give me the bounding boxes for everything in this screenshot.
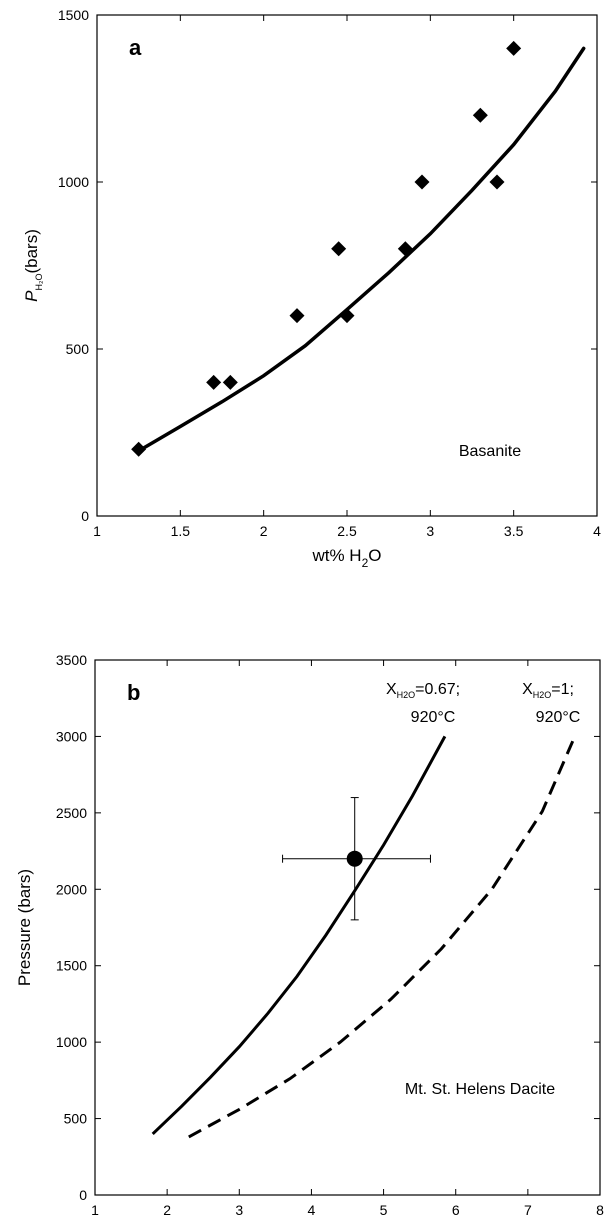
y-axis-label-sub: H₂O <box>34 274 44 291</box>
x-tick-label: 7 <box>524 1202 532 1218</box>
y-axis-label-tail: (bars) <box>22 229 41 273</box>
y-tick-label: 3000 <box>56 728 87 744</box>
data-point <box>414 174 430 190</box>
y-tick-label: 1000 <box>58 174 89 190</box>
data-point <box>472 107 488 123</box>
y-tick-label: 3500 <box>56 652 87 668</box>
plot-frame <box>96 14 598 517</box>
data-point <box>489 174 505 190</box>
x-axis-label: wt% H2O <box>311 546 381 570</box>
y-tick-label: 0 <box>79 1187 87 1203</box>
sample-label: Basanite <box>459 443 521 460</box>
x-tick-label: 3 <box>235 1202 243 1218</box>
x-axis-label-tail: O <box>368 546 381 565</box>
series-label: XH2O=0.67; <box>386 681 460 700</box>
data-point <box>289 308 305 324</box>
x-axis-label: wt% H2O <box>312 1225 382 1228</box>
y-tick-label: 0 <box>81 508 89 524</box>
series-line-1 <box>151 735 447 1135</box>
series-label-temp: 920°C <box>536 709 581 726</box>
y-tick-label: 1500 <box>56 958 87 974</box>
y-axis-label-main: P <box>22 290 41 302</box>
measurement-point <box>346 850 363 867</box>
series-label-tail: =1; <box>551 681 574 698</box>
fit-curve <box>136 46 586 453</box>
x-tick-label: 6 <box>452 1202 460 1218</box>
data-point <box>222 374 238 390</box>
x-tick-label: 5 <box>380 1202 388 1218</box>
sample-label: Mt. St. Helens Dacite <box>405 1081 555 1098</box>
data-point <box>339 308 355 324</box>
x-axis-label-sub: 2 <box>362 556 369 570</box>
series-label-sub: H2O <box>397 690 416 700</box>
series-label-temp: 920°C <box>411 709 456 726</box>
x-tick-label: 2 <box>163 1202 171 1218</box>
y-tick-label: 2000 <box>56 881 87 897</box>
x-tick-label: 1.5 <box>171 523 191 539</box>
chart-panel-b: 1 2 3 4 5 6 7 8 0 500 1000 1500 2000 2500 3000 3500 wt% … <box>15 652 604 1228</box>
y-tick-label: 500 <box>64 1111 88 1127</box>
x-axis-label-main: wt% H <box>311 546 361 565</box>
panel-letter: a <box>129 35 142 60</box>
x-tick-label: 1 <box>93 523 101 539</box>
plot-frame <box>94 659 601 1196</box>
x-tick-label: 4 <box>593 523 601 539</box>
x-tick-label: 3.5 <box>504 523 524 539</box>
x-tick-label: 2 <box>260 523 268 539</box>
x-tick-label: 3 <box>426 523 434 539</box>
series-label: XH2O=1; <box>522 681 574 700</box>
x-axis-label-tail: O <box>369 1225 382 1228</box>
y-tick-label: 2500 <box>56 805 87 821</box>
y-tick-label: 1000 <box>56 1034 87 1050</box>
x-axis-label-main: wt% H <box>312 1225 362 1228</box>
y-tick-label: 500 <box>66 341 90 357</box>
series-label-main: X <box>386 681 397 698</box>
y-tick-label: 1500 <box>58 7 89 23</box>
y-axis-label: Pressure (bars) <box>15 869 34 986</box>
x-tick-label: 2.5 <box>337 523 357 539</box>
data-point <box>331 241 347 257</box>
data-point <box>206 374 222 390</box>
series-label-tail: =0.67; <box>415 681 460 698</box>
x-tick-label: 8 <box>596 1202 604 1218</box>
series-label-main: X <box>522 681 533 698</box>
data-point <box>131 441 147 457</box>
data-point <box>506 40 522 56</box>
y-axis-label: PH₂O(bars) <box>22 229 44 302</box>
series-line-2 <box>188 735 577 1139</box>
data-point <box>397 241 413 257</box>
panel-letter: b <box>127 680 140 705</box>
x-tick-label: 1 <box>91 1202 99 1218</box>
x-tick-label: 4 <box>308 1202 316 1218</box>
series-label-sub: H2O <box>533 690 552 700</box>
